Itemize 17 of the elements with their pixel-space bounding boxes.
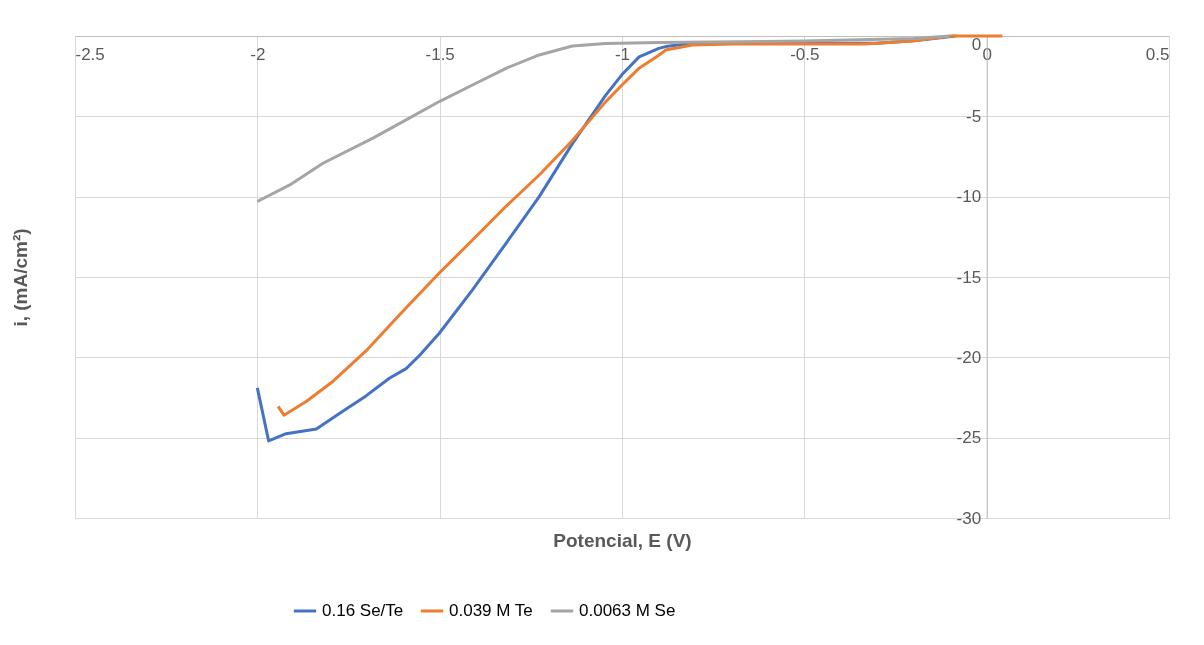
y-tick-label: -15 xyxy=(956,267,982,287)
x-tick-label: -1 xyxy=(614,44,631,64)
y-tick-label: -5 xyxy=(966,106,982,126)
x-tick-label: -0.5 xyxy=(790,44,820,64)
y-tick-label: -20 xyxy=(956,347,982,367)
legend-label: 0.039 M Te xyxy=(449,601,533,620)
x-tick-label: -2 xyxy=(250,44,266,64)
y-tick-label: -30 xyxy=(956,508,982,528)
y-axis-title: i, (mA/cm²) xyxy=(9,228,31,327)
legend-label: 0.0063 M Se xyxy=(579,601,676,620)
x-tick-label: -1.5 xyxy=(425,44,455,64)
x-tick-label: 0.5 xyxy=(1145,44,1170,64)
y-tick-label: -25 xyxy=(956,428,982,448)
x-axis-title: Potencial, E (V) xyxy=(553,529,692,551)
y-tick-label: -10 xyxy=(956,187,982,207)
legend-label: 0.16 Se/Te xyxy=(322,601,404,620)
x-tick-label: -2.5 xyxy=(75,44,105,64)
